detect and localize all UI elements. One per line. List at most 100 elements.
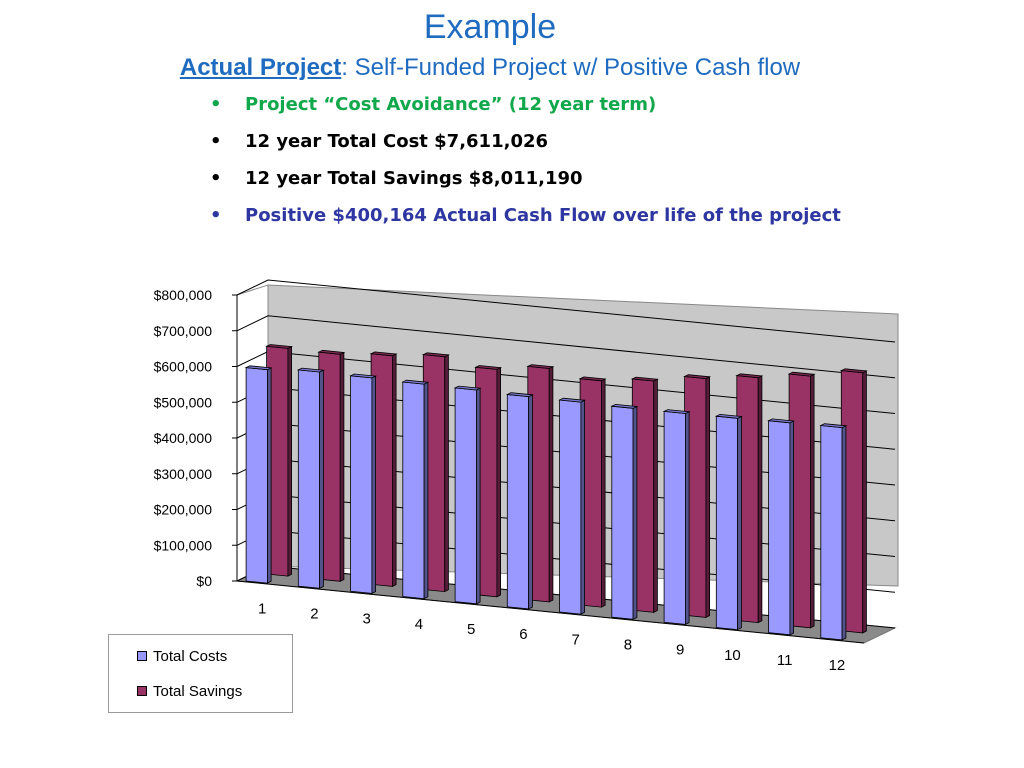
bar-costs-front: [454, 387, 477, 605]
bar-costs: [610, 403, 639, 620]
bar-costs-top: [505, 392, 534, 398]
bar-costs-side: [685, 411, 690, 626]
y-tick-label: $100,000: [154, 537, 213, 553]
x-tick-label: 11: [777, 652, 793, 669]
bar-savings-top: [735, 373, 764, 379]
bar-savings-side: [339, 351, 345, 582]
bar-costs-side: [371, 375, 377, 595]
y-tick-label: $800,000: [154, 287, 213, 303]
y-tick-label: $300,000: [154, 466, 213, 482]
bar-costs-side: [475, 387, 481, 605]
bar-costs: [296, 367, 325, 589]
bar-savings: [578, 376, 607, 608]
x-tick-label: 6: [519, 626, 527, 643]
bar-savings-top: [369, 351, 398, 357]
bar-savings-side: [496, 366, 502, 598]
bar-costs-top: [819, 423, 848, 429]
bar-costs-top: [714, 413, 743, 419]
bar-costs-front: [350, 375, 373, 594]
bullet-list: Project “Cost Avoidance” (12 year term) …: [205, 92, 841, 240]
bar-costs-front: [715, 415, 738, 631]
x-tick-label: 4: [415, 616, 423, 633]
bar-costs-side: [319, 369, 324, 589]
bullet-item: 12 year Total Savings $8,011,190: [205, 166, 841, 203]
legend-label-costs: Total Costs: [153, 648, 228, 665]
y-tick-label: $600,000: [154, 359, 213, 375]
bar-savings-side: [810, 373, 815, 629]
bar-costs: [349, 373, 378, 595]
subtitle-lead: Actual Project: [179, 54, 342, 81]
slide-subtitle: Actual Project: Self-Funded Project w/ P…: [0, 54, 980, 82]
bar-costs: [505, 392, 534, 610]
bar-costs-top: [453, 385, 482, 391]
bar-savings: [474, 365, 503, 598]
bar-costs-top: [767, 418, 796, 424]
slide-title: Example: [423, 8, 557, 46]
bar-savings-top: [526, 364, 555, 369]
bar-savings-side: [705, 376, 710, 619]
bar-savings-top: [630, 376, 659, 382]
bar-costs-front: [245, 367, 268, 584]
bar-savings-top: [317, 349, 346, 355]
legend-swatch-costs: [137, 651, 147, 662]
y-tick-label: $0: [196, 573, 212, 589]
bar-costs: [401, 379, 430, 600]
legend-swatch-savings: [137, 686, 147, 697]
bar-costs-front: [559, 399, 582, 615]
legend-item-savings: Total Savings: [137, 682, 242, 702]
bar-costs: [558, 397, 587, 615]
bar-costs-side: [632, 405, 638, 620]
x-tick-label: 12: [829, 657, 846, 674]
bar-savings: [317, 349, 346, 582]
x-tick-label: 1: [258, 600, 266, 617]
bar-costs-front: [768, 420, 791, 636]
bar-costs-front: [297, 369, 321, 589]
legend-item-costs: Total Costs: [137, 647, 227, 667]
chart-legend: Total Costs Total Savings: [108, 634, 293, 713]
bar-costs-side: [789, 420, 794, 636]
bar-costs-side: [423, 381, 429, 600]
x-tick-label: 9: [676, 642, 684, 659]
subtitle-rest: : Self-Funded Project w/ Positive Cash f…: [341, 54, 801, 81]
y-tick-label: $400,000: [154, 430, 213, 446]
bar-savings: [526, 364, 555, 603]
bar-savings: [683, 374, 712, 619]
bar-savings-side: [444, 354, 449, 593]
bar-savings-side: [548, 366, 554, 603]
bar-savings-top: [839, 368, 868, 374]
legend-label-savings: Total Savings: [153, 683, 243, 700]
bar-costs: [244, 365, 273, 584]
bar-costs-top: [662, 409, 691, 414]
bullet-item: Project “Cost Avoidance” (12 year term): [205, 92, 841, 129]
bar-savings-top: [421, 352, 450, 358]
bar-savings: [787, 371, 816, 629]
bullet-item: 12 year Total Cost $7,611,026: [205, 129, 841, 166]
bar-costs: [714, 413, 743, 631]
x-tick-label: 2: [310, 605, 318, 622]
bar-costs-top: [244, 365, 273, 371]
x-tick-label: 10: [724, 647, 741, 664]
bar-costs-side: [266, 367, 272, 584]
bar-savings: [630, 376, 659, 613]
bar-savings-side: [862, 370, 867, 634]
x-tick-label: 7: [572, 631, 580, 648]
gridline: [236, 315, 896, 379]
y-tick-label: $500,000: [154, 394, 213, 410]
bar-savings-top: [578, 376, 607, 382]
bar-costs-top: [610, 403, 639, 409]
bar-costs-top: [558, 397, 587, 403]
bar-savings-top: [265, 344, 294, 349]
bar-costs-front: [506, 394, 529, 610]
bar-costs-side: [528, 394, 533, 610]
bar-costs: [453, 385, 482, 605]
bar-costs-front: [611, 405, 634, 620]
bar-savings-side: [757, 375, 763, 624]
x-tick-label: 3: [363, 611, 371, 628]
x-tick-label: 8: [624, 636, 632, 653]
bar-costs-front: [402, 381, 425, 600]
gridline: [236, 279, 896, 343]
bar-savings: [735, 373, 764, 624]
bar-costs: [767, 418, 796, 636]
bar-savings-top: [683, 374, 712, 380]
